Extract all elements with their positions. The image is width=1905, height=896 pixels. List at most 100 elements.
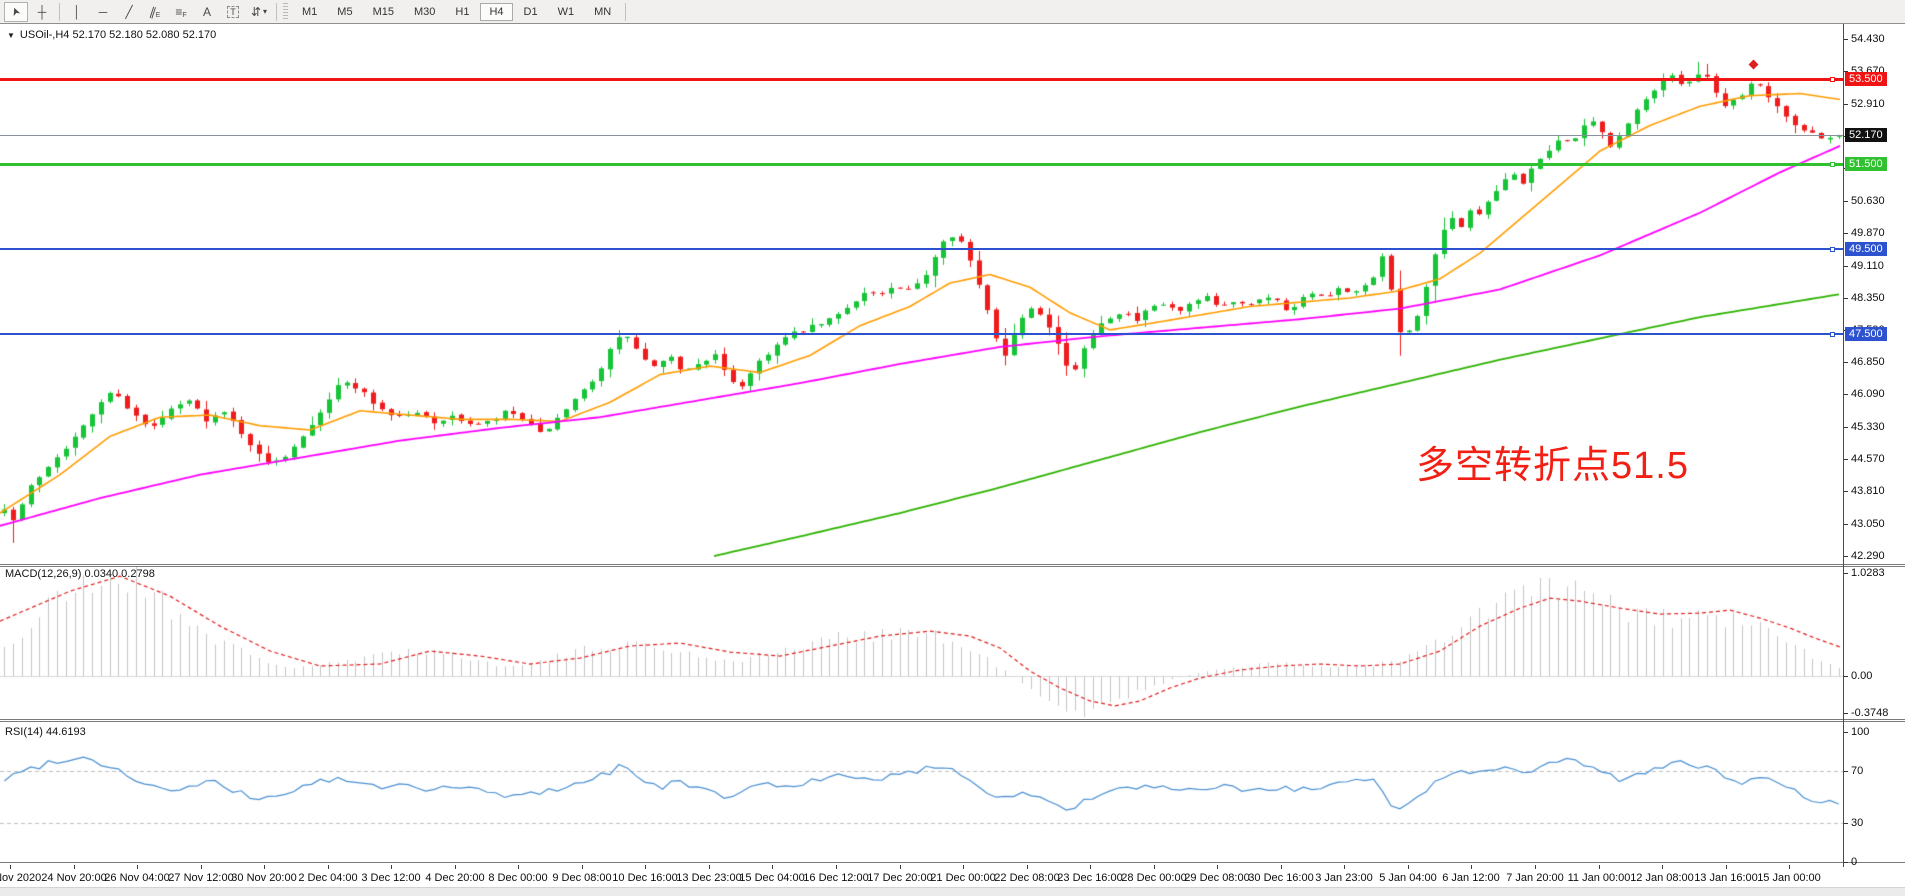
current-price-52.170[interactable] xyxy=(0,135,1843,137)
toolbar-drag-handle[interactable] xyxy=(283,2,288,21)
horizontal-line-icon: ─ xyxy=(98,4,108,19)
price-axis-label: 43.050 xyxy=(1851,518,1885,530)
time-tick xyxy=(137,865,138,869)
time-axis-label: 27 Nov 12:00 xyxy=(168,872,234,884)
hline-49.500[interactable] xyxy=(0,247,1843,250)
axis-tick xyxy=(1844,298,1848,299)
price-axis-border xyxy=(1843,24,1844,867)
price-badge-53.500: 53.500 xyxy=(1845,72,1887,86)
axis-tick xyxy=(1844,104,1848,105)
time-axis-label: 30 Nov 20:00 xyxy=(231,872,297,884)
price-chart-canvas[interactable] xyxy=(0,24,1843,564)
pane-separator-macd[interactable] xyxy=(0,564,1905,567)
tool-vertical-line-button[interactable]: │ xyxy=(65,2,89,22)
timeframe-m30-button[interactable]: M30 xyxy=(413,5,436,18)
timeframe-h1-button[interactable]: H1 xyxy=(455,5,470,18)
time-axis-label: 5 Jan 04:00 xyxy=(1379,872,1437,884)
time-tick xyxy=(1789,865,1790,869)
hline-51.500[interactable] xyxy=(0,162,1843,166)
macd-axis-label: 0.00 xyxy=(1851,670,1873,682)
time-tick xyxy=(1217,865,1218,869)
tool-crosshair-button[interactable]: ┼ xyxy=(30,2,54,22)
timeframe-group: M1 M5 M15 M30 H1 H4 D1 W1 MN xyxy=(292,2,621,21)
annotation-text[interactable]: 多空转折点51.5 xyxy=(1416,445,1689,487)
time-axis-label: 3 Jan 23:00 xyxy=(1315,872,1373,884)
text-label-icon: T xyxy=(227,5,239,18)
tool-fibonacci-button[interactable]: ≡ F xyxy=(169,2,193,22)
rsi-indicator-canvas[interactable] xyxy=(0,722,1843,862)
macd-axis-label: 1.0283 xyxy=(1851,567,1885,579)
rsi-axis-label: 100 xyxy=(1851,726,1870,738)
tool-cursor-button[interactable]: ➤ xyxy=(4,1,28,22)
time-axis-label: 13 Dec 23:00 xyxy=(676,872,742,884)
price-axis-label: 43.810 xyxy=(1851,485,1885,497)
time-tick xyxy=(74,865,75,869)
price-badge-49.500: 49.500 xyxy=(1845,242,1887,256)
tool-trendline-button[interactable]: ╱ xyxy=(117,2,141,22)
time-axis-label: 23 Nov 2020 xyxy=(0,872,42,884)
timeframe-w1-button[interactable]: W1 xyxy=(557,5,575,18)
pane-separator-rsi[interactable] xyxy=(0,719,1905,722)
time-axis-label: 21 Dec 00:00 xyxy=(930,872,996,884)
axis-tick xyxy=(1844,394,1848,395)
tool-arrows-button[interactable]: ⇵ ▾ xyxy=(247,2,271,22)
timeframe-m5-button[interactable]: M5 xyxy=(337,5,353,18)
tool-text-label-button[interactable]: T xyxy=(221,2,245,22)
axis-tick xyxy=(1844,676,1848,677)
price-axis-label: 54.430 xyxy=(1851,33,1885,45)
time-tick xyxy=(963,865,964,869)
time-axis-label: 28 Dec 00:00 xyxy=(1121,872,1187,884)
time-tick xyxy=(455,865,456,869)
time-axis-label: 15 Dec 04:00 xyxy=(739,872,805,884)
hline-handle-53.500[interactable] xyxy=(1830,76,1835,82)
hline-47.500[interactable] xyxy=(0,333,1843,336)
toolbar-separator xyxy=(625,2,627,21)
time-axis-label: 15 Jan 00:00 xyxy=(1757,872,1821,884)
price-axis-label: 46.090 xyxy=(1851,388,1885,400)
equidistant-channel-sub-letter: E xyxy=(155,11,161,19)
macd-indicator-canvas[interactable] xyxy=(0,567,1843,719)
cursor-icon: ➤ xyxy=(9,4,24,18)
fibonacci-icon: ≡ xyxy=(175,4,183,19)
time-tick xyxy=(645,865,646,869)
timeframe-h4-button[interactable]: H4 xyxy=(480,2,513,21)
time-tick xyxy=(836,865,837,869)
macd-axis-label: -0.3748 xyxy=(1851,707,1889,719)
timeframe-mn-button[interactable]: MN xyxy=(594,5,612,18)
axis-tick xyxy=(1844,573,1848,574)
symbol-ohlc-info[interactable]: ▼ USOil-,H4 52.170 52.180 52.080 52.170 xyxy=(7,29,216,41)
time-tick xyxy=(1154,865,1155,869)
rsi-axis-label: 70 xyxy=(1851,765,1864,777)
arrows-dropdown-icon[interactable]: ▾ xyxy=(263,7,268,16)
time-axis-label: 17 Dec 20:00 xyxy=(867,872,933,884)
tool-horizontal-line-button[interactable]: ─ xyxy=(91,2,115,22)
time-axis-label: 30 Dec 16:00 xyxy=(1248,872,1314,884)
hline-handle-49.500[interactable] xyxy=(1830,246,1835,252)
hline-handle-47.500[interactable] xyxy=(1830,332,1835,338)
time-axis-label: 22 Dec 08:00 xyxy=(994,872,1060,884)
trendline-icon: ╱ xyxy=(125,4,133,19)
axis-tick xyxy=(1844,39,1848,40)
time-axis-separator xyxy=(0,862,1905,864)
timeframe-m1-button[interactable]: M1 xyxy=(302,5,318,18)
time-tick xyxy=(1408,865,1409,869)
symbol-dropdown-icon[interactable]: ▼ xyxy=(7,30,15,40)
tool-equidistant-channel-button[interactable]: ∥ E xyxy=(143,2,167,22)
axis-tick xyxy=(1844,427,1848,428)
time-tick xyxy=(1027,865,1028,869)
time-tick xyxy=(201,865,202,869)
price-axis-label: 49.870 xyxy=(1851,227,1885,239)
axis-tick xyxy=(1844,556,1848,557)
tool-text-button[interactable]: A xyxy=(195,2,219,22)
hline-handle-51.500[interactable] xyxy=(1830,161,1835,167)
axis-tick xyxy=(1844,491,1848,492)
time-axis-label: 11 Jan 00:00 xyxy=(1567,872,1631,884)
timeframe-m15-button[interactable]: M15 xyxy=(372,5,394,18)
hline-53.500[interactable] xyxy=(0,77,1843,81)
timeframe-d1-button[interactable]: D1 xyxy=(523,5,538,18)
price-badge-51.500: 51.500 xyxy=(1845,157,1887,171)
arrows-icon: ⇵ xyxy=(250,4,262,19)
symbol-ohlc-text: USOil-,H4 52.170 52.180 52.080 52.170 xyxy=(19,29,217,41)
crosshair-icon: ┼ xyxy=(37,4,47,19)
